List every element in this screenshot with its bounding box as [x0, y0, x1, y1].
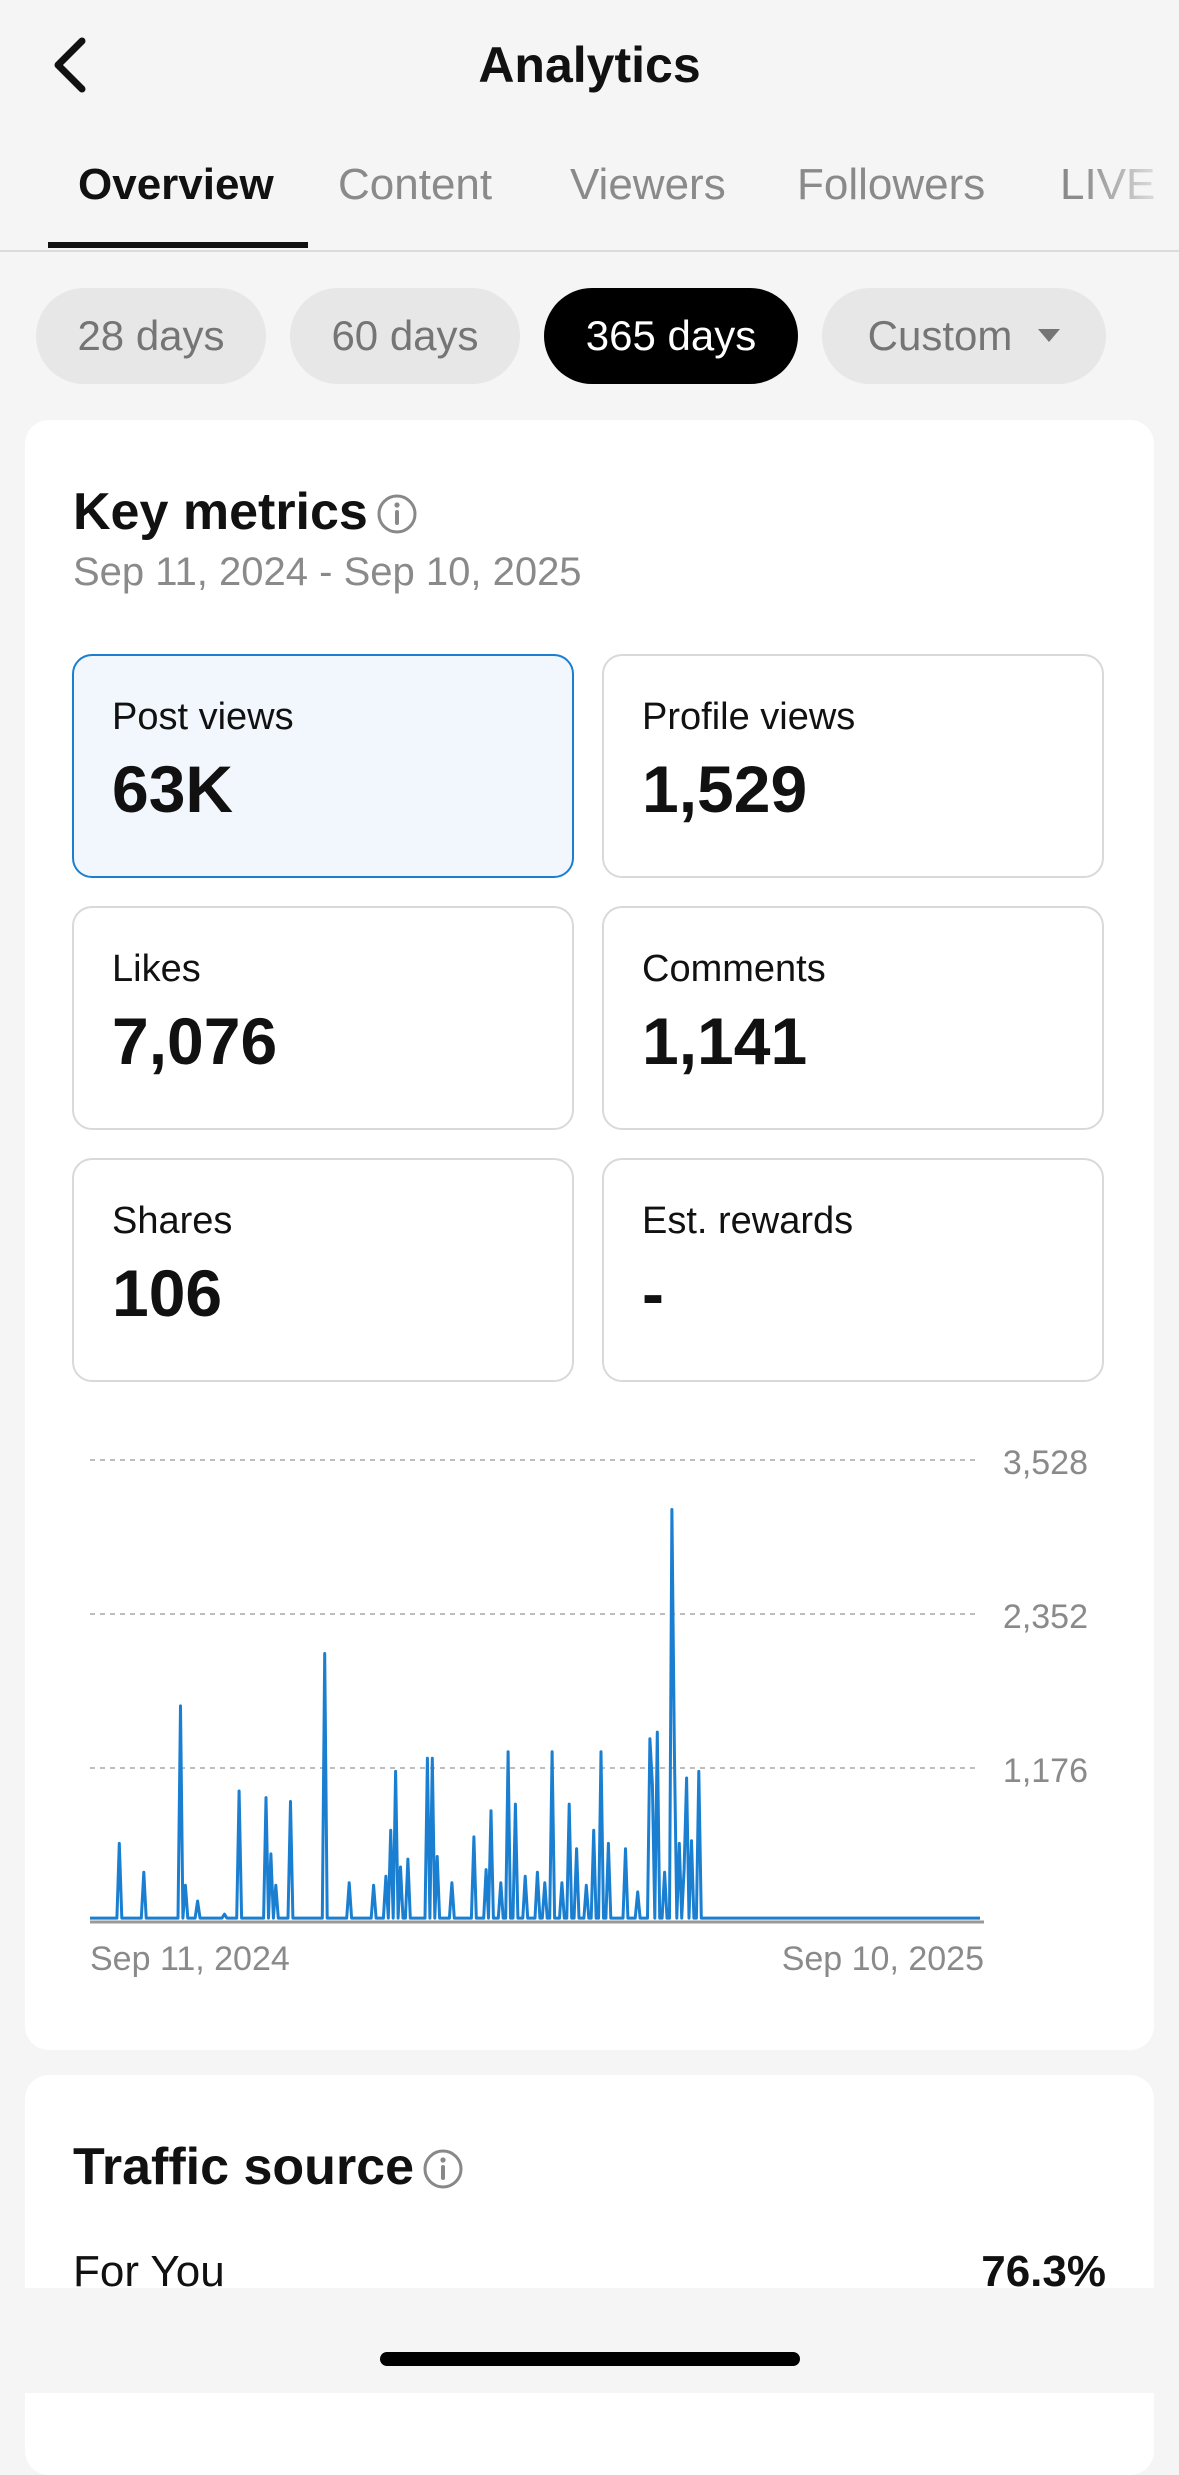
date-range: Sep 11, 2024 - Sep 10, 2025	[73, 550, 582, 594]
tab-content[interactable]: Content	[338, 160, 493, 209]
info-icon[interactable]	[375, 492, 419, 536]
tab-viewers[interactable]: Viewers	[570, 160, 726, 209]
range-label: 365 days	[585, 312, 757, 359]
metric-label: Shares	[112, 1200, 233, 1242]
range-label: 60 days	[331, 312, 479, 359]
metric-label: Likes	[112, 948, 201, 990]
key-metrics-card: Key metrics Sep 11, 2024 - Sep 10, 2025 …	[25, 420, 1154, 2050]
metric-value: 106	[112, 1256, 223, 1330]
traffic-source-row: For You 76.3%	[73, 2247, 1106, 2297]
dropdown-arrow-icon	[1038, 329, 1061, 342]
y-tick-label: 2,352	[1003, 1598, 1088, 1636]
tab-bar: Overview Content Viewers Followers LIVE	[0, 150, 1179, 252]
traffic-source-label: For You	[73, 2247, 225, 2296]
range-custom[interactable]: Custom	[822, 288, 1106, 384]
metric-value: 1,529	[642, 752, 808, 826]
tab-underline	[48, 242, 308, 248]
info-icon[interactable]	[421, 2147, 465, 2191]
x-tick-label: Sep 11, 2024	[90, 1940, 290, 1978]
metric-value: 1,141	[642, 1004, 808, 1078]
metric-label: Est. rewards	[642, 1200, 854, 1242]
post-views-chart: 3,528 2,352 1,176 Sep 11, 2024 Sep 10, 2025	[90, 1444, 1088, 1978]
metric-label: Profile views	[642, 696, 856, 738]
metric-likes[interactable]: Likes 7,076	[72, 906, 574, 1130]
metric-shares[interactable]: Shares 106	[72, 1158, 574, 1382]
range-label: Custom	[867, 312, 1013, 359]
tab-fade	[1079, 150, 1179, 250]
tab-overview[interactable]: Overview	[78, 160, 274, 209]
metric-profile-views[interactable]: Profile views 1,529	[602, 654, 1104, 878]
y-tick-label: 3,528	[1003, 1444, 1088, 1482]
traffic-source-title: Traffic source	[73, 2138, 415, 2196]
metric-value: -	[642, 1256, 664, 1330]
back-button[interactable]	[40, 30, 100, 100]
range-60-days[interactable]: 60 days	[290, 288, 520, 384]
metric-value: 63K	[112, 752, 234, 826]
tab-followers[interactable]: Followers	[797, 160, 986, 209]
range-label: 28 days	[77, 312, 225, 359]
metric-value: 7,076	[112, 1004, 278, 1078]
date-range-selector: 28 days 60 days 365 days Custom	[0, 288, 1179, 384]
traffic-source-card: Traffic source For You 76.3%	[25, 2075, 1154, 2475]
chevron-left-icon	[54, 37, 86, 93]
header: Analytics	[0, 0, 1179, 130]
traffic-source-value: 76.3%	[981, 2247, 1106, 2296]
home-indicator[interactable]	[380, 2352, 800, 2366]
metric-est-rewards[interactable]: Est. rewards -	[602, 1158, 1104, 1382]
metric-label: Post views	[112, 696, 294, 738]
page-title: Analytics	[478, 37, 701, 93]
y-tick-label: 1,176	[1003, 1752, 1088, 1790]
series-line	[90, 1508, 980, 1920]
x-tick-label: Sep 10, 2025	[782, 1940, 984, 1978]
metric-label: Comments	[642, 948, 826, 990]
range-365-days[interactable]: 365 days	[544, 288, 798, 384]
bottom-bar	[0, 2288, 1179, 2393]
metric-post-views[interactable]: Post views 63K	[72, 654, 574, 878]
key-metrics-title: Key metrics	[73, 483, 368, 541]
range-28-days[interactable]: 28 days	[36, 288, 266, 384]
metric-comments[interactable]: Comments 1,141	[602, 906, 1104, 1130]
